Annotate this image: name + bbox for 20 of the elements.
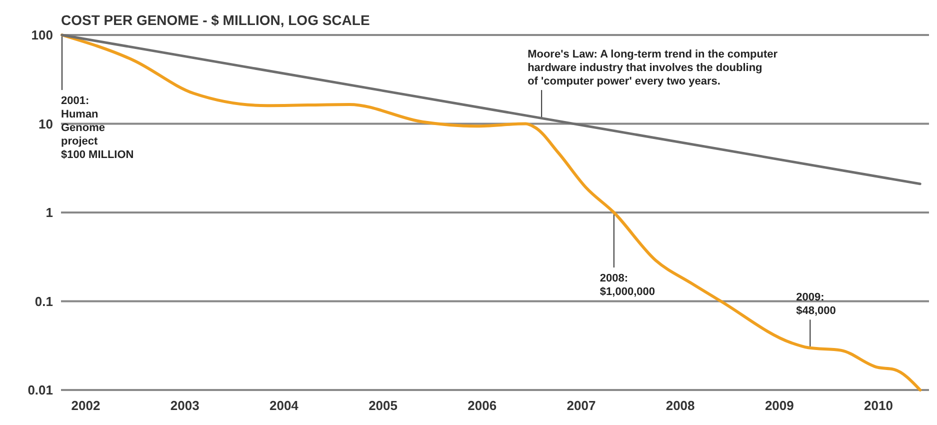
x-tick-label: 2004 (269, 398, 300, 413)
x-tick-label: 2009 (764, 398, 794, 413)
x-tick-label: 2008 (666, 398, 695, 413)
y-tick-label: 0.01 (28, 382, 53, 398)
annotation: 2009: $48,000 (796, 292, 836, 318)
x-tick-label: 2003 (170, 398, 200, 413)
y-tick-label: 100 (31, 28, 53, 43)
y-tick-label: 10 (38, 116, 53, 132)
x-tick-label: 2002 (71, 398, 100, 413)
x-tick-label: 2006 (468, 398, 497, 413)
chart-title: COST PER GENOME - $ MILLION, LOG SCALE (61, 12, 370, 28)
y-tick-label: 0.1 (34, 294, 53, 309)
annotation: 2001: Human Genome project $100 MILLION (61, 95, 134, 161)
y-tick-label: 1 (46, 205, 53, 220)
x-tick-label: 2007 (566, 398, 596, 413)
x-tick-label: 2005 (368, 398, 398, 413)
x-tick-label: 2010 (864, 398, 893, 413)
annotation: Moore's Law: A long-term trend in the computer hardware industry that involves the doubling of 'computer power' every two years. (528, 48, 778, 88)
annotation: 2008: $1,000,000 (600, 272, 655, 298)
line-series (60, 34, 922, 392)
